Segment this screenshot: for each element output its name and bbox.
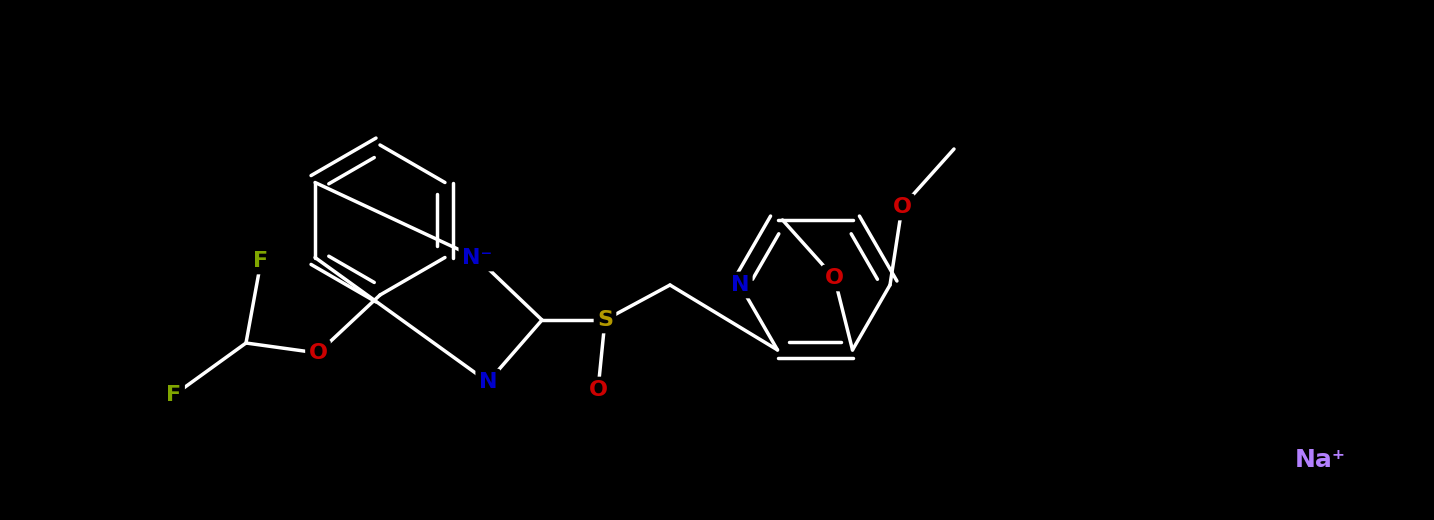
Text: S: S [597,310,612,330]
Text: Na⁺: Na⁺ [1295,448,1345,472]
Text: O: O [308,343,327,363]
Text: N: N [479,372,498,392]
Text: O: O [825,268,845,288]
Text: O: O [892,197,912,217]
Text: F: F [254,251,268,271]
Text: O: O [588,380,608,400]
Text: N⁻: N⁻ [462,248,492,268]
Text: N: N [731,275,749,295]
Text: F: F [166,385,182,405]
